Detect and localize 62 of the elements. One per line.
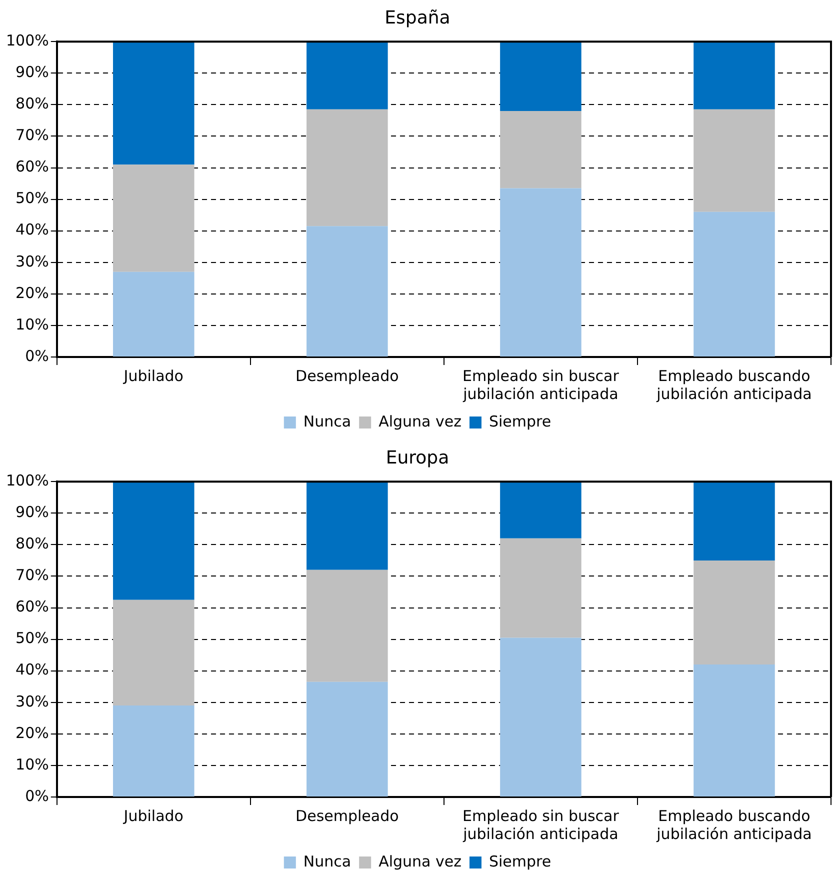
bar xyxy=(113,706,194,796)
legend-label: Siempre xyxy=(488,412,552,430)
y-tick-label: 80% xyxy=(16,534,49,553)
bar xyxy=(113,42,194,165)
legend-label: Alguna vez xyxy=(378,852,462,870)
legend-label: Nunca xyxy=(303,412,352,430)
x-tick-label: Jubilado xyxy=(122,366,184,385)
y-tick-label: 30% xyxy=(16,692,49,710)
bar xyxy=(694,212,775,356)
chart-title: España xyxy=(384,7,450,28)
x-tick-label: Jubilado xyxy=(122,806,184,825)
bar xyxy=(306,109,388,226)
y-tick-label: 20% xyxy=(16,284,49,302)
y-tick-label: 40% xyxy=(16,660,49,679)
y-tick-label: 0% xyxy=(25,786,49,805)
bar xyxy=(694,109,775,212)
bar xyxy=(694,482,775,560)
bar xyxy=(500,638,582,796)
legend-label: Siempre xyxy=(488,852,552,870)
legend-label: Alguna vez xyxy=(378,412,462,430)
x-tick-label: Empleado buscando jubilación anticipada xyxy=(656,366,812,403)
bar xyxy=(113,272,194,356)
x-tick-label: Empleado buscando jubilación anticipada xyxy=(656,806,812,843)
bar xyxy=(694,664,775,796)
y-tick-label: 100% xyxy=(6,31,49,50)
bar xyxy=(306,682,388,796)
legend-label: Nunca xyxy=(303,852,352,870)
y-tick-label: 90% xyxy=(16,63,49,82)
y-tick-label: 40% xyxy=(16,220,49,239)
chart-title: Europa xyxy=(386,447,450,468)
y-tick-label: 50% xyxy=(16,189,49,208)
bar xyxy=(500,42,582,111)
bar xyxy=(694,42,775,110)
bar xyxy=(113,482,194,600)
bar xyxy=(306,570,388,682)
bar xyxy=(500,110,582,188)
y-tick-label: 50% xyxy=(16,629,49,648)
y-tick-label: 10% xyxy=(16,755,49,774)
y-tick-label: 0% xyxy=(25,346,49,365)
y-tick-label: 80% xyxy=(16,94,49,113)
x-tick-label: Desempleado xyxy=(296,806,399,825)
y-tick-label: 70% xyxy=(16,566,49,584)
x-tick-label: Empleado sin buscar jubilación anticipada xyxy=(462,366,620,403)
y-tick-label: 90% xyxy=(16,503,49,522)
bar xyxy=(306,482,388,570)
x-tick-label: Empleado sin buscar jubilación anticipada xyxy=(462,806,620,843)
bar xyxy=(500,482,582,538)
y-tick-label: 30% xyxy=(16,252,49,270)
bar xyxy=(306,226,388,356)
y-tick-label: 100% xyxy=(6,471,49,490)
bar xyxy=(500,188,582,356)
y-tick-label: 10% xyxy=(16,315,49,334)
bar xyxy=(113,600,194,706)
bar xyxy=(113,164,194,272)
y-tick-label: 60% xyxy=(16,158,49,176)
bar xyxy=(500,538,582,638)
y-tick-label: 60% xyxy=(16,598,49,616)
y-tick-label: 20% xyxy=(16,724,49,742)
bar xyxy=(306,42,388,110)
bar xyxy=(694,560,775,665)
y-tick-label: 70% xyxy=(16,126,49,144)
x-tick-label: Desempleado xyxy=(296,366,399,385)
